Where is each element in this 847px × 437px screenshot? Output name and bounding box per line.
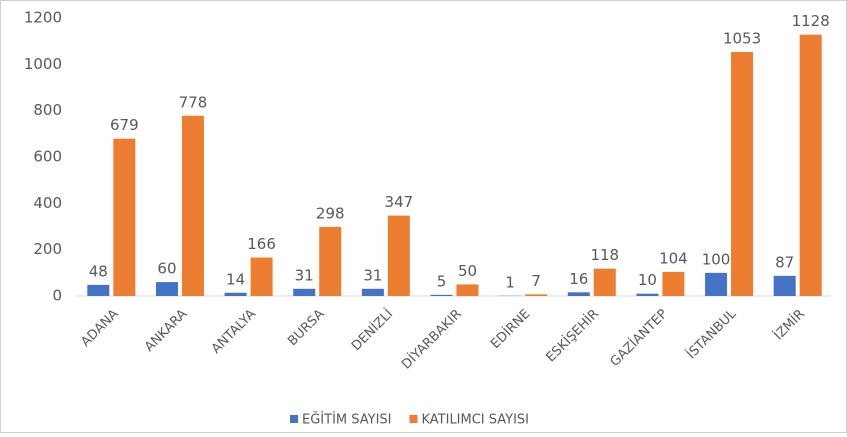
bar [113,139,135,296]
legend-label: KATILIMCI SAYISI [421,413,529,428]
bar [156,282,178,296]
legend-label: EĞİTİM SAYISI [302,412,391,428]
bar [251,258,273,296]
bar [594,269,616,296]
bar [225,293,247,296]
value-label: 14 [226,270,245,288]
bar [636,294,658,296]
y-tick-label: 0 [52,287,62,305]
value-label: 1 [505,273,515,291]
value-label: 31 [363,266,382,284]
y-tick-label: 1200 [24,9,62,27]
value-label: 679 [110,116,139,134]
value-label: 778 [179,93,208,111]
value-label: 118 [590,246,619,264]
value-label: 347 [385,193,414,211]
bar [293,289,315,296]
value-label: 1128 [792,12,830,30]
bar [182,116,204,296]
bar [705,273,727,296]
value-label: 50 [458,262,477,280]
value-label: 31 [295,266,314,284]
y-tick-label: 800 [33,101,62,119]
bar [568,292,590,296]
value-label: 10 [638,271,657,289]
value-label: 48 [89,262,108,280]
value-label: 166 [247,235,276,253]
value-label: 87 [775,253,794,271]
value-label: 104 [659,249,688,267]
y-tick-label: 400 [33,194,62,212]
bar [457,284,479,296]
bar [731,52,753,296]
y-tick-label: 600 [33,148,62,166]
bar [362,289,384,296]
value-label: 1053 [723,30,761,48]
value-label: 7 [531,272,541,290]
value-label: 16 [569,270,588,288]
y-tick-label: 1000 [24,55,62,73]
legend-swatch [409,415,417,423]
value-label: 298 [316,204,345,222]
value-label: 5 [437,272,447,290]
bar [431,295,453,296]
legend-swatch [290,415,298,423]
bar [800,35,822,296]
bar [662,272,684,296]
bar [774,276,796,296]
bar [87,285,109,296]
value-label: 100 [702,250,731,268]
value-label: 60 [157,260,176,278]
y-tick-label: 200 [33,240,62,258]
bar [525,294,547,296]
bar [388,216,410,296]
bar [319,227,341,296]
